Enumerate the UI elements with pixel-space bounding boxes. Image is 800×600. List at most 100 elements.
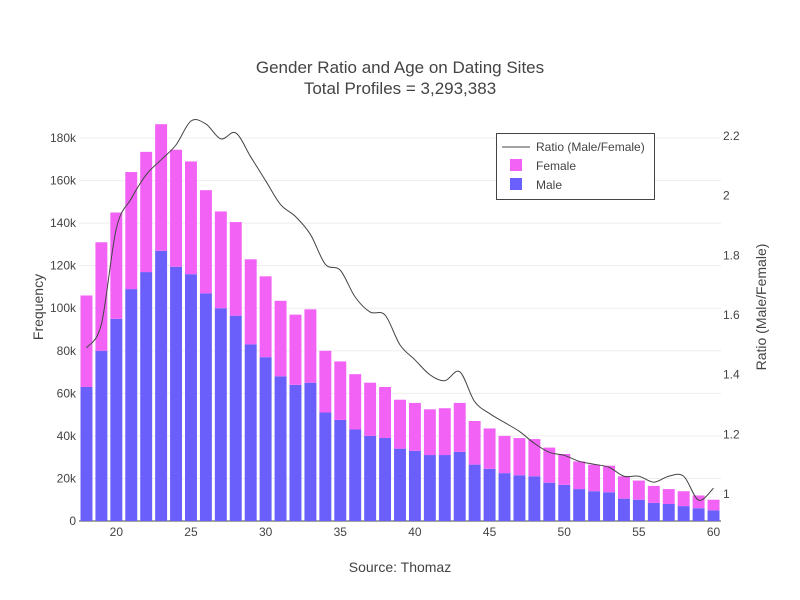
bar-male[interactable] <box>707 510 720 521</box>
bar-male[interactable] <box>244 344 257 521</box>
bar-female[interactable] <box>185 161 197 275</box>
bar-female[interactable] <box>647 485 660 503</box>
bar-male[interactable] <box>80 386 93 521</box>
bar-male[interactable] <box>289 384 302 521</box>
bar-male[interactable] <box>259 357 272 521</box>
bar-male[interactable] <box>543 482 556 521</box>
bar-female[interactable] <box>662 489 675 504</box>
legend[interactable]: Ratio (Male/Female) Female Male <box>496 133 655 200</box>
bar-female[interactable] <box>617 476 630 499</box>
legend-item-male[interactable]: Male <box>510 178 562 192</box>
bar-female[interactable] <box>573 461 586 490</box>
y2-tick-label: 2.2 <box>723 129 740 143</box>
bar-female[interactable] <box>453 402 466 452</box>
bar-female[interactable] <box>528 439 541 477</box>
bar-male[interactable] <box>528 476 541 521</box>
bar-male[interactable] <box>558 484 571 521</box>
bar-male[interactable] <box>214 308 227 521</box>
bar-female[interactable] <box>199 190 212 294</box>
bar-female[interactable] <box>214 211 227 309</box>
bar-male[interactable] <box>438 455 451 521</box>
bar-female[interactable] <box>170 149 183 267</box>
bar-female[interactable] <box>423 409 436 456</box>
bar-female[interactable] <box>588 464 601 492</box>
bar-female[interactable] <box>95 242 108 351</box>
bar-male[interactable] <box>408 450 421 521</box>
bar-female[interactable] <box>125 172 138 290</box>
bar-female[interactable] <box>364 382 377 436</box>
y2-axis-ticks: 1 1.2 1.4 1.6 1.8 2 2.2 <box>723 129 740 501</box>
bar-male[interactable] <box>199 293 212 521</box>
bar-female[interactable] <box>155 124 168 251</box>
bar-male[interactable] <box>140 272 153 521</box>
bar-female[interactable] <box>274 300 287 377</box>
bar-male[interactable] <box>573 489 586 521</box>
bar-female[interactable] <box>349 374 362 430</box>
legend-female-swatch <box>510 159 522 171</box>
bar-female[interactable] <box>304 309 317 383</box>
bar-male[interactable] <box>513 475 526 521</box>
bar-male[interactable] <box>229 315 242 521</box>
bar-male[interactable] <box>364 435 377 521</box>
bar-female[interactable] <box>229 222 242 316</box>
bar-male[interactable] <box>588 491 601 521</box>
bar-female[interactable] <box>140 151 153 273</box>
legend-item-female[interactable]: Female <box>510 159 576 173</box>
bar-female[interactable] <box>632 480 645 500</box>
legend-item-ratio[interactable]: Ratio (Male/Female) <box>502 140 645 154</box>
bar-female[interactable] <box>543 447 556 483</box>
bar-male[interactable] <box>334 419 347 521</box>
bar-male[interactable] <box>632 499 645 521</box>
bar-male[interactable] <box>349 429 362 521</box>
y-tick-label: 20k <box>57 471 77 485</box>
bar-female[interactable] <box>603 465 615 493</box>
bar-female[interactable] <box>558 453 571 485</box>
bar-male[interactable] <box>379 438 392 521</box>
bar-female[interactable] <box>110 212 123 319</box>
bar-female[interactable] <box>379 386 392 439</box>
bar-male[interactable] <box>483 468 496 521</box>
bar-male[interactable] <box>304 382 317 521</box>
bar-male[interactable] <box>185 274 197 521</box>
bar-male[interactable] <box>692 508 705 521</box>
bar-male[interactable] <box>394 448 406 521</box>
bar-female[interactable] <box>259 276 272 358</box>
x-axis-title: Source: Thomaz <box>349 559 451 575</box>
bar-male[interactable] <box>662 503 675 521</box>
bar-male[interactable] <box>110 318 123 521</box>
bar-male[interactable] <box>170 266 183 521</box>
bar-male[interactable] <box>423 455 436 521</box>
y-axis-title: Frequency <box>30 274 46 340</box>
bar-male[interactable] <box>95 350 108 521</box>
bar-female[interactable] <box>289 314 302 385</box>
bar-female[interactable] <box>334 361 347 420</box>
bar-female[interactable] <box>319 350 332 413</box>
bar-male[interactable] <box>319 412 332 521</box>
bar-female[interactable] <box>677 491 690 507</box>
ratio-line[interactable] <box>86 119 714 501</box>
bar-female[interactable] <box>513 438 526 476</box>
bar-male[interactable] <box>647 502 660 521</box>
bar-male[interactable] <box>453 451 466 521</box>
bar-female[interactable] <box>498 435 511 474</box>
bar-female[interactable] <box>394 399 406 449</box>
bar-male[interactable] <box>125 289 138 521</box>
bar-male[interactable] <box>498 473 511 521</box>
bar-male[interactable] <box>274 376 287 521</box>
bar-female[interactable] <box>80 295 93 387</box>
bar-female[interactable] <box>707 499 720 511</box>
bar-male[interactable] <box>677 506 690 521</box>
bar-male[interactable] <box>603 492 615 521</box>
bar-female[interactable] <box>244 259 257 345</box>
bar-female[interactable] <box>692 495 705 509</box>
bar-female[interactable] <box>408 402 421 451</box>
bar-female[interactable] <box>468 421 481 465</box>
y2-tick-label: 1.6 <box>723 308 740 322</box>
bar-male[interactable] <box>617 498 630 521</box>
y2-tick-label: 1.8 <box>723 248 740 262</box>
bar-male[interactable] <box>468 464 481 521</box>
bar-female[interactable] <box>483 428 496 469</box>
bar-male[interactable] <box>155 250 168 521</box>
bar-female[interactable] <box>438 408 451 456</box>
